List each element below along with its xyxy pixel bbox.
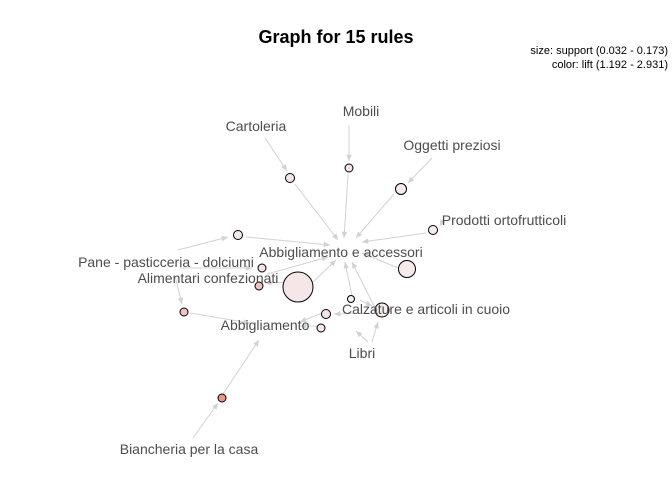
edge: [266, 255, 329, 275]
item-label: Mobili: [343, 103, 380, 119]
item-label: Abbigliamento e accessori: [259, 244, 422, 260]
edge: [439, 219, 446, 227]
edge: [299, 312, 323, 323]
item-label: Cartoleria: [226, 118, 287, 134]
edge: [312, 259, 337, 283]
item-label: Alimentari confezionati: [138, 270, 279, 286]
edge: [359, 299, 373, 307]
edge: [351, 261, 378, 313]
rule-node: [285, 173, 295, 183]
rule-node: [398, 260, 416, 278]
legend-color: color: lift (1.192 - 2.931): [551, 59, 668, 71]
rule-nodes: [179, 163, 438, 403]
item-label: Pane - pasticceria - dolciumi: [78, 254, 254, 270]
item-label: Prodotti ortofrutticoli: [442, 212, 567, 228]
rule-node: [257, 263, 267, 273]
edge: [355, 193, 395, 239]
rule-node: [282, 271, 314, 303]
edge: [189, 312, 251, 325]
edge: [343, 261, 353, 297]
rule-node: [233, 230, 243, 240]
edge: [245, 236, 331, 248]
rule-node: [344, 163, 354, 173]
edge: [341, 173, 349, 239]
edge: [222, 339, 260, 395]
rule-node: [395, 183, 407, 195]
edge: [355, 330, 369, 343]
edge: [177, 235, 229, 251]
rule-node: [217, 393, 227, 403]
item-labels: Cartoleria Mobili Oggetti preziosi Prodo…: [78, 103, 566, 457]
edges: [174, 125, 446, 439]
edge: [192, 402, 219, 439]
rule-node: [428, 225, 438, 235]
edge: [174, 275, 184, 305]
item-label: Abbigliamento: [221, 317, 310, 333]
rule-node: [254, 281, 264, 291]
rule-node: [347, 295, 355, 303]
rule-node: [321, 309, 331, 319]
item-label: Oggetti preziosi: [403, 137, 500, 153]
edge: [294, 183, 339, 241]
rule-node: [316, 323, 326, 333]
rule-node: [374, 302, 390, 318]
rule-node: [179, 307, 189, 317]
edge: [333, 311, 379, 317]
item-label: Biancheria per la casa: [120, 441, 259, 457]
legend-size: size: support (0.032 - 0.173): [530, 45, 668, 57]
item-label: Libri: [349, 345, 375, 361]
edge: [371, 321, 379, 343]
chart-title: Graph for 15 rules: [258, 27, 414, 47]
item-label: Calzature e articoli in cuoio: [342, 301, 510, 317]
edge: [407, 157, 433, 184]
edge: [361, 232, 427, 244]
edge: [361, 252, 399, 269]
edge: [264, 137, 288, 172]
